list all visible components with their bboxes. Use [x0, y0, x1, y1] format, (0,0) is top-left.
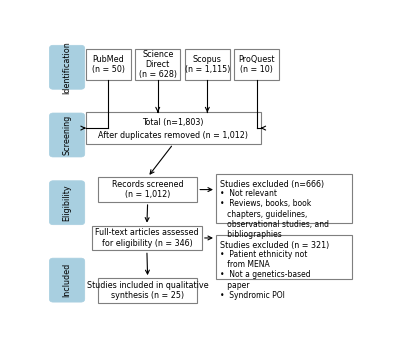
Text: After duplicates removed (n = 1,012): After duplicates removed (n = 1,012): [98, 131, 248, 140]
Text: Scopus
(n = 1,115): Scopus (n = 1,115): [185, 55, 230, 74]
Text: Studies excluded (n = 321): Studies excluded (n = 321): [220, 241, 329, 250]
Text: •  Not relevant
•  Reviews, books, book
   chapters, guidelines,
   observationa: • Not relevant • Reviews, books, book ch…: [220, 189, 328, 239]
FancyBboxPatch shape: [86, 112, 261, 144]
FancyBboxPatch shape: [49, 113, 85, 157]
Text: Eligibility: Eligibility: [62, 185, 72, 221]
Text: Included: Included: [62, 263, 72, 297]
FancyBboxPatch shape: [49, 45, 85, 89]
FancyBboxPatch shape: [216, 174, 352, 223]
Text: Identification: Identification: [62, 41, 72, 94]
FancyBboxPatch shape: [49, 258, 85, 302]
Text: Studies included in qualitative
synthesis (n = 25): Studies included in qualitative synthesi…: [87, 281, 208, 300]
FancyBboxPatch shape: [92, 225, 202, 251]
Text: Full-text articles assessed
for eligibility (n = 346): Full-text articles assessed for eligibil…: [95, 228, 199, 248]
FancyBboxPatch shape: [98, 278, 197, 303]
FancyBboxPatch shape: [49, 181, 85, 225]
FancyBboxPatch shape: [98, 177, 197, 202]
Text: •  Patient ethnicity not
   from MENA
•  Not a genetics-based
   paper
•  Syndro: • Patient ethnicity not from MENA • Not …: [220, 250, 310, 300]
Text: Science
Direct
(n = 628): Science Direct (n = 628): [139, 50, 177, 79]
FancyBboxPatch shape: [86, 48, 131, 80]
Text: Total (n=1,803): Total (n=1,803): [142, 118, 204, 127]
FancyBboxPatch shape: [135, 48, 180, 80]
FancyBboxPatch shape: [216, 235, 352, 279]
Text: Studies excluded (n=666): Studies excluded (n=666): [220, 181, 324, 190]
FancyBboxPatch shape: [185, 48, 230, 80]
Text: PubMed
(n = 50): PubMed (n = 50): [92, 55, 125, 74]
Text: ProQuest
(n = 10): ProQuest (n = 10): [239, 55, 275, 74]
Text: Records screened
(n = 1,012): Records screened (n = 1,012): [112, 180, 184, 199]
FancyBboxPatch shape: [234, 48, 279, 80]
Text: Screening: Screening: [62, 115, 72, 155]
